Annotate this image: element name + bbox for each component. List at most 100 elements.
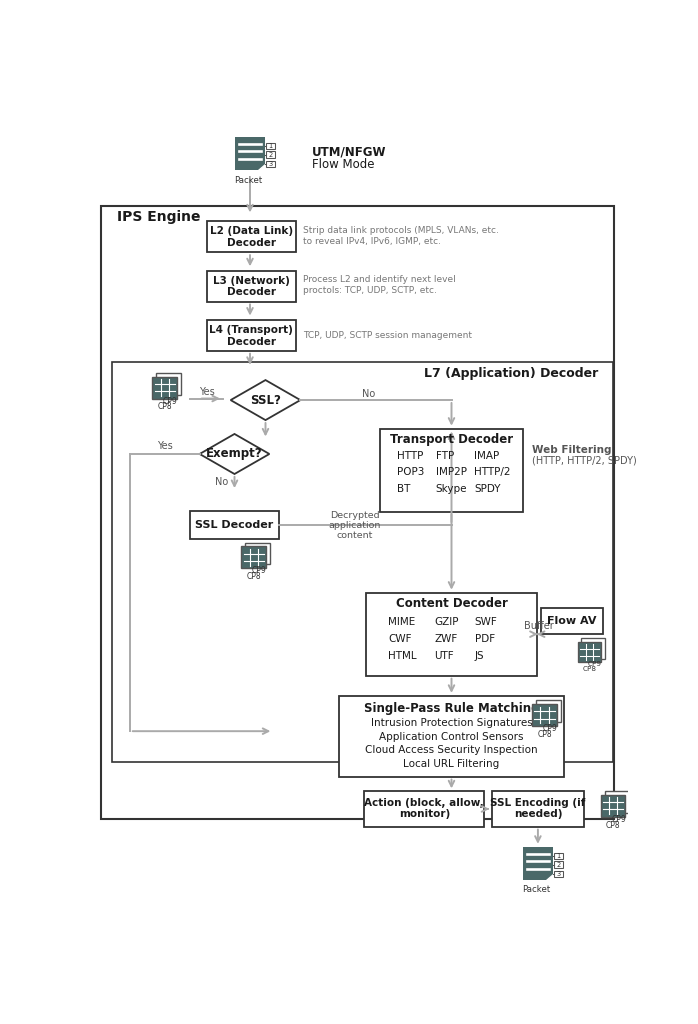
Bar xyxy=(235,137,265,170)
Bar xyxy=(101,206,614,819)
Text: L7 (Application) Decoder: L7 (Application) Decoder xyxy=(424,368,599,380)
Bar xyxy=(541,608,602,634)
Text: TCP, UDP, SCTP session management: TCP, UDP, SCTP session management xyxy=(304,331,473,340)
Text: application: application xyxy=(329,521,381,530)
Text: Buffer: Buffer xyxy=(524,621,554,631)
Text: content: content xyxy=(336,531,373,540)
Text: (HTTP, HTTP/2, SPDY): (HTTP, HTTP/2, SPDY) xyxy=(533,456,637,466)
Bar xyxy=(242,547,266,568)
Bar xyxy=(578,642,601,663)
Bar xyxy=(246,543,270,564)
Text: Cloud Access Security Inspection: Cloud Access Security Inspection xyxy=(365,745,538,756)
Text: Decoder: Decoder xyxy=(227,288,276,297)
Text: Yes: Yes xyxy=(157,441,172,452)
Text: 3: 3 xyxy=(556,871,560,878)
Bar xyxy=(207,221,296,252)
Text: BT: BT xyxy=(397,483,410,494)
Polygon shape xyxy=(230,380,300,420)
Text: HTTP/2: HTTP/2 xyxy=(475,468,511,477)
Bar xyxy=(339,695,564,776)
Text: UTM/NFGW: UTM/NFGW xyxy=(312,145,387,159)
Bar xyxy=(266,152,275,158)
Bar xyxy=(604,792,630,813)
Text: CP8: CP8 xyxy=(606,820,621,829)
Text: Content Decoder: Content Decoder xyxy=(396,597,507,610)
Bar xyxy=(532,705,557,726)
Text: No: No xyxy=(216,477,229,487)
Text: to reveal IPv4, IPv6, IGMP, etc.: to reveal IPv4, IPv6, IGMP, etc. xyxy=(304,237,441,246)
Bar xyxy=(601,795,625,817)
Text: Flow Mode: Flow Mode xyxy=(312,158,375,171)
Bar xyxy=(492,792,584,826)
Bar xyxy=(554,861,563,868)
Text: Web Filtering: Web Filtering xyxy=(533,445,612,455)
Bar xyxy=(364,792,484,826)
Text: MIME: MIME xyxy=(388,616,415,627)
Text: IMP2P: IMP2P xyxy=(436,468,466,477)
Text: L3 (Network): L3 (Network) xyxy=(213,275,290,286)
Bar xyxy=(366,593,537,676)
Text: CP9: CP9 xyxy=(542,724,557,733)
Text: Decrypted: Decrypted xyxy=(330,511,380,520)
Text: Skype: Skype xyxy=(436,483,467,494)
Text: Single-Pass Rule Matching: Single-Pass Rule Matching xyxy=(364,701,540,715)
Text: GZIP: GZIP xyxy=(434,616,459,627)
Bar xyxy=(581,638,605,658)
Text: JS: JS xyxy=(475,650,484,660)
Bar xyxy=(536,700,560,722)
Text: CP9: CP9 xyxy=(611,815,626,824)
Text: ZWF: ZWF xyxy=(434,634,458,644)
Bar xyxy=(190,511,279,539)
Text: No: No xyxy=(362,389,375,399)
Bar xyxy=(152,377,177,398)
Text: 1: 1 xyxy=(556,853,560,859)
Bar xyxy=(266,142,275,150)
Text: needed): needed) xyxy=(514,809,562,819)
Text: CP8: CP8 xyxy=(158,402,172,412)
Text: Strip data link protocols (MPLS, VLANs, etc.: Strip data link protocols (MPLS, VLANs, … xyxy=(304,226,499,236)
Text: Packet: Packet xyxy=(235,175,262,184)
Text: Action (block, allow,: Action (block, allow, xyxy=(364,798,484,808)
Text: Decoder: Decoder xyxy=(227,337,276,346)
Text: CP9: CP9 xyxy=(588,660,602,667)
Text: SSL?: SSL? xyxy=(250,393,281,407)
Text: monitor): monitor) xyxy=(399,809,450,819)
Text: SSL Encoding (if: SSL Encoding (if xyxy=(490,798,586,808)
Polygon shape xyxy=(258,164,265,170)
Text: Transport Decoder: Transport Decoder xyxy=(390,433,513,445)
Bar xyxy=(380,429,524,512)
Text: HTTP: HTTP xyxy=(397,452,423,461)
Bar xyxy=(554,870,563,878)
Text: CWF: CWF xyxy=(388,634,411,644)
Bar xyxy=(156,373,181,394)
Text: Exempt?: Exempt? xyxy=(206,447,263,461)
Text: Process L2 and identify next level: Process L2 and identify next level xyxy=(304,275,456,285)
Text: Packet: Packet xyxy=(522,886,551,894)
Bar xyxy=(554,853,563,859)
Text: proctols: TCP, UDP, SCTP, etc.: proctols: TCP, UDP, SCTP, etc. xyxy=(304,287,438,295)
Text: CP9: CP9 xyxy=(163,397,177,406)
Bar xyxy=(524,847,553,881)
Text: 3: 3 xyxy=(269,161,273,167)
Text: CP8: CP8 xyxy=(582,666,597,672)
Text: 2: 2 xyxy=(269,152,273,158)
Bar xyxy=(266,161,275,168)
Text: Flow AV: Flow AV xyxy=(547,616,596,626)
Text: POP3: POP3 xyxy=(397,468,424,477)
Text: Local URL Filtering: Local URL Filtering xyxy=(403,759,500,769)
Text: FTP: FTP xyxy=(436,452,454,461)
Text: Decoder: Decoder xyxy=(227,238,276,248)
Text: L4 (Transport): L4 (Transport) xyxy=(209,325,293,335)
Text: Yes: Yes xyxy=(200,387,215,397)
Text: SWF: SWF xyxy=(475,616,498,627)
Polygon shape xyxy=(546,873,553,881)
Bar xyxy=(112,361,613,762)
Text: IMAP: IMAP xyxy=(475,452,500,461)
Text: 2: 2 xyxy=(556,861,560,867)
Text: IPS Engine: IPS Engine xyxy=(117,210,200,224)
Text: Application Control Sensors: Application Control Sensors xyxy=(379,732,524,742)
Text: 1: 1 xyxy=(269,143,273,148)
Text: UTF: UTF xyxy=(434,650,454,660)
Text: CP8: CP8 xyxy=(537,730,552,738)
Polygon shape xyxy=(200,434,269,474)
